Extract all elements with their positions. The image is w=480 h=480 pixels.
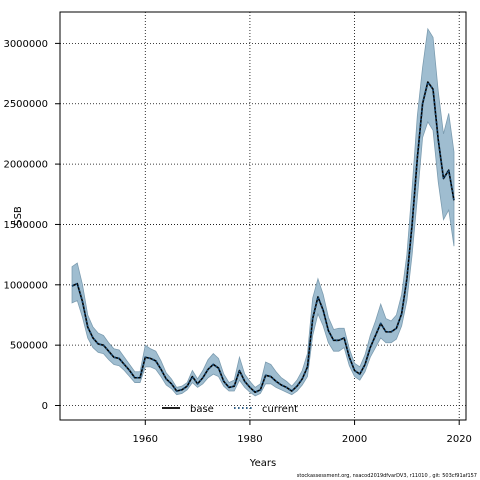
y-tick-label-4: 2000000 bbox=[3, 160, 48, 171]
confidence-band bbox=[71, 27, 455, 397]
legend: base current bbox=[162, 404, 298, 415]
legend-label-base: base bbox=[190, 404, 214, 415]
y-tick-label-5: 2500000 bbox=[3, 99, 48, 110]
y-axis-title: SSB bbox=[13, 206, 24, 226]
confidence-band-layer bbox=[71, 27, 455, 397]
x-axis-title: Years bbox=[249, 458, 276, 469]
series-line-base bbox=[71, 81, 455, 394]
axis-ticks-layer: 1960 1980 2000 2020 0 500000 1000000 1500000 200… bbox=[3, 39, 471, 445]
y-tick-label-6: 3000000 bbox=[3, 39, 48, 50]
series-line-current bbox=[71, 81, 455, 394]
y-tick-label-2: 1000000 bbox=[3, 280, 48, 291]
series-lines-layer bbox=[71, 81, 455, 394]
x-tick-label-2: 2000 bbox=[342, 434, 367, 445]
footer-note: stockassessment.org, nsacod2019dfvarDV3,… bbox=[296, 473, 477, 479]
y-tick-label-1: 500000 bbox=[10, 341, 48, 352]
plot-frame bbox=[59, 11, 467, 421]
x-tick-label-0: 1960 bbox=[133, 434, 158, 445]
y-tick-label-3: 1500000 bbox=[3, 220, 48, 231]
x-tick-label-3: 2020 bbox=[446, 434, 471, 445]
legend-label-current: current bbox=[262, 404, 298, 415]
y-tick-label-0: 0 bbox=[42, 401, 48, 412]
x-tick-label-1: 1980 bbox=[237, 434, 262, 445]
